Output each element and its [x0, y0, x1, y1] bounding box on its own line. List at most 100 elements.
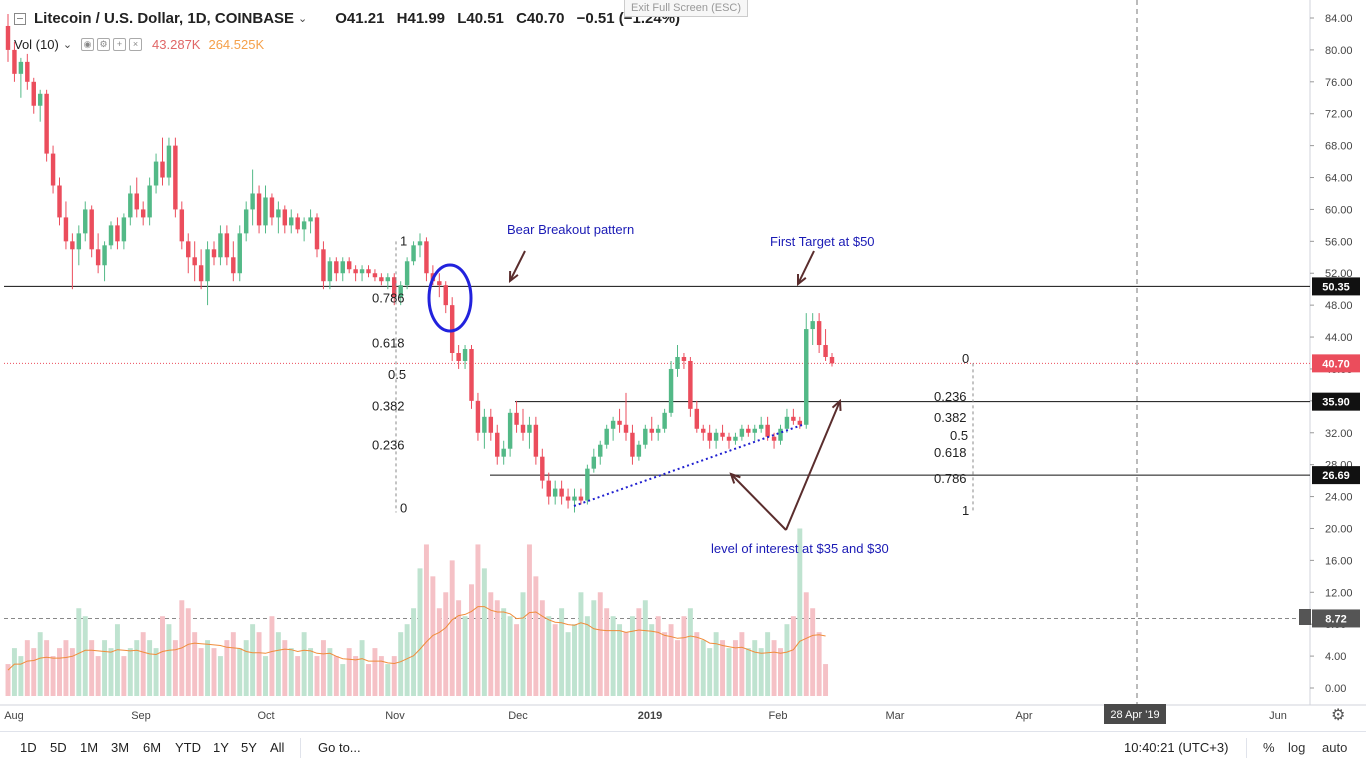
candle-body [404, 261, 410, 286]
candle-body [610, 420, 616, 429]
price-chart[interactable]: 84.00 80.00 76.00 72.00 68.00 64.00 60.00 56.00… [0, 0, 1366, 731]
candle-body [321, 249, 326, 282]
arrow-bear-breakout-head [508, 270, 519, 284]
fib-left-label: 1 [400, 233, 407, 248]
price-tick-label: 0.00 [1325, 683, 1346, 695]
volume-bar [610, 616, 616, 696]
candle-body [546, 480, 551, 497]
price-label-text: 50.35 [1322, 281, 1350, 293]
tf-1d-button[interactable]: 1D [20, 740, 37, 755]
price-tick-label: 24.00 [1325, 492, 1353, 504]
candle-body [707, 432, 712, 441]
volume-bar [192, 632, 198, 696]
volume-bar [11, 648, 17, 696]
tf-3m-button[interactable]: 3M [111, 740, 130, 755]
tf-1y-button[interactable]: 1Y [213, 740, 229, 755]
candle-body [57, 185, 62, 218]
volume-ma-value: 264.525K [208, 37, 265, 52]
time-tick-label: Oct [257, 710, 274, 722]
tf-5y-button[interactable]: 5Y [241, 740, 257, 755]
candle-body [758, 424, 764, 429]
volume-label-toggle [1299, 609, 1311, 625]
tf-ytd-button[interactable]: YTD [175, 740, 201, 755]
volume-bar [668, 624, 674, 696]
percent-scale-button[interactable]: % [1263, 740, 1275, 755]
volume-bar [629, 616, 635, 696]
symbol-row: Litecoin / U.S. Dollar, 1D, COINBASE ⌄ O… [14, 10, 688, 27]
toolbar-divider [300, 738, 301, 758]
candle-body [598, 444, 603, 457]
candle-body [449, 305, 455, 353]
volume-bar [24, 640, 30, 696]
candle-body [179, 209, 185, 242]
fib-right-label: 0.618 [934, 445, 967, 460]
settings-icon[interactable]: ⚙ [97, 38, 111, 51]
arrow-level-35-head [831, 398, 842, 412]
price-label-box [1312, 466, 1360, 485]
candle-body [134, 193, 139, 210]
exit-fullscreen-button[interactable]: Exit Full Screen (ESC) [624, 0, 749, 17]
volume-bar [514, 624, 520, 696]
candle-body [527, 424, 532, 433]
crosshair-date-box [1104, 704, 1166, 724]
candle-body [604, 428, 609, 445]
fib-left-label: 0 [400, 501, 407, 516]
candle-body [353, 269, 358, 274]
time-tick-label: Sep [131, 710, 151, 722]
volume-row: Vol (10) ⌄ ◉ ⚙ + × 43.287K 264.525K [14, 37, 264, 52]
volume-bar [449, 560, 455, 696]
volume-bar [282, 640, 288, 696]
tf-all-button[interactable]: All [270, 740, 285, 755]
volume-bar [295, 656, 301, 696]
candle-body [649, 428, 654, 433]
candle-body [746, 428, 751, 433]
volume-bar [353, 656, 359, 696]
volume-bar [166, 624, 172, 696]
candle-body [688, 360, 693, 409]
clock-display[interactable]: 10:40:21 (UTC+3) [1124, 740, 1229, 755]
volume-bar [333, 656, 339, 696]
volume-bar [546, 616, 552, 696]
candle-body [50, 153, 56, 186]
volume-bar [237, 648, 243, 696]
collapse-icon[interactable] [14, 12, 26, 25]
eye-icon[interactable]: ◉ [81, 38, 95, 51]
add-icon[interactable]: + [113, 38, 127, 51]
volume-label[interactable]: Vol (10) [14, 37, 59, 52]
candle-body [739, 428, 745, 437]
goto-button[interactable]: Go to... [318, 740, 361, 755]
candle-body [295, 217, 300, 230]
volume-bar [681, 616, 687, 696]
candle-body [63, 217, 69, 242]
candle-body [89, 209, 94, 250]
symbol-title[interactable]: Litecoin / U.S. Dollar, 1D, COINBASE [34, 10, 295, 27]
volume-bar [69, 648, 75, 696]
candle-body [585, 468, 590, 501]
candle-body [198, 265, 204, 282]
volume-bar [160, 616, 165, 696]
volume-bar [456, 600, 462, 696]
tf-6m-button[interactable]: 6M [143, 740, 162, 755]
tf-1m-button[interactable]: 1M [80, 740, 99, 755]
chevron-down-icon[interactable]: ⌄ [298, 13, 308, 25]
chart-settings-gear-icon[interactable]: ⚙ [1331, 707, 1346, 724]
candle-body [218, 233, 223, 258]
candle-body [681, 356, 687, 361]
candle-body [224, 233, 230, 258]
log-scale-button[interactable]: log [1288, 740, 1306, 755]
volume-bar [275, 632, 281, 696]
candle-body [636, 444, 642, 457]
fib-left-label: 0.786 [372, 291, 405, 306]
candle-body [276, 209, 281, 218]
volume-bar [520, 592, 526, 696]
price-label-text: 8.72 [1325, 613, 1346, 625]
candle-body [771, 436, 777, 441]
candle-body [231, 257, 236, 274]
candle-body [346, 261, 352, 270]
auto-scale-button[interactable]: auto [1322, 740, 1348, 755]
candle-body [385, 277, 391, 282]
fib-left-label: 0.5 [388, 367, 406, 382]
tf-5d-button[interactable]: 5D [50, 740, 67, 755]
remove-icon[interactable]: × [129, 38, 143, 51]
volume-chevron-icon[interactable]: ⌄ [62, 39, 73, 51]
